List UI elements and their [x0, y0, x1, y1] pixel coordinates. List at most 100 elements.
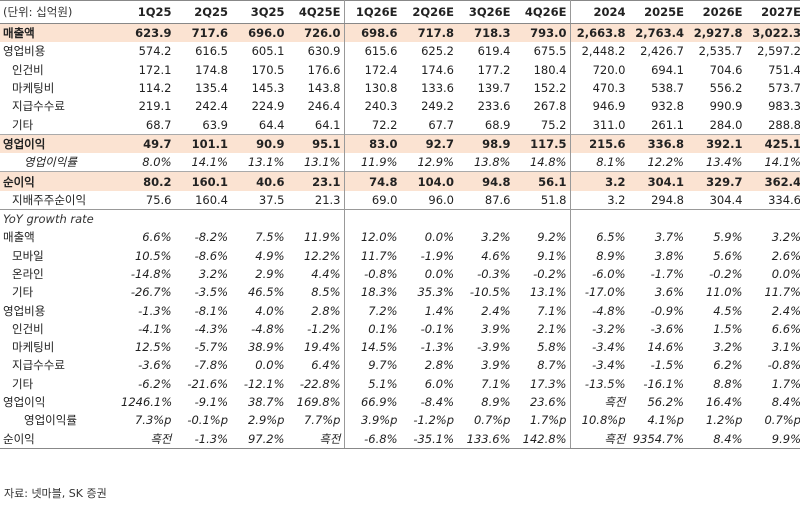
cell-value: -0.1% [420, 321, 454, 336]
cell-value: 8.9% [481, 395, 511, 410]
cell-value: 2,426.7 [640, 44, 684, 59]
table-row: 마케팅비 12.5% -5.7% 38.9% 19.4% 14.5% -1.3% -3.9% 5… [0, 338, 800, 357]
cell-value: 10.8%p [581, 413, 626, 428]
table-row: YoY growth rate [0, 208, 800, 229]
cell-value: 5.9% [713, 230, 743, 245]
cell-value: 6.2% [713, 358, 743, 373]
cell-value: 304.1 [628, 171, 687, 191]
cell-value: 64.4 [258, 117, 285, 132]
cell-value: 7.3%p [134, 413, 172, 428]
cell-value: 흑전 [287, 429, 345, 449]
cell-value: 990.9 [709, 99, 743, 114]
table-row: 기타 68.7 63.9 64.4 64.1 72.2 67.7 68.9 75.2 311.0 2… [0, 115, 800, 135]
column-header: 3Q26E [457, 0, 514, 24]
cell-value: 5.8% [513, 338, 571, 357]
cell-value: 12.2% [647, 155, 684, 170]
cell-value: 2.6% [771, 248, 800, 263]
cell-value: 40.6 [231, 171, 288, 191]
cell-value: 38.9% [247, 340, 285, 355]
cell-value: 11.9% [287, 228, 345, 247]
cell-value: 615.6 [364, 44, 398, 59]
cell-value: 37.5 [258, 192, 285, 207]
cell-value: -0.8% [364, 267, 398, 281]
cell-value: 64.1 [287, 115, 345, 135]
cell-value: -16.1% [643, 376, 684, 391]
cell-value: 11.0% [705, 285, 743, 300]
cell-value: 7.5% [255, 230, 285, 245]
cell-value: -3.6% [138, 358, 172, 373]
cell-value: 630.9 [287, 42, 345, 61]
cell-value: 240.3 [364, 99, 398, 114]
cell-value: 180.4 [513, 60, 571, 79]
cell-value: 470.3 [592, 81, 626, 96]
cell-value: 219.1 [138, 99, 172, 114]
cell-value: -6.0% [592, 267, 626, 281]
cell-value [287, 208, 345, 229]
cell-value: 2,663.8 [570, 23, 629, 43]
row-label: 영업이익 [0, 133, 118, 154]
cell-value: 13.8% [473, 155, 511, 170]
cell-value: -3.2% [592, 321, 626, 336]
cell-value: -4.8% [592, 303, 626, 318]
cell-value: 10.5% [134, 248, 172, 263]
cell-value: 133.6% [457, 429, 514, 449]
cell-value: -3.4% [592, 340, 626, 355]
cell-value: 284.0 [709, 117, 743, 132]
cell-value: 9.2% [513, 228, 571, 247]
column-header: 4Q25E [287, 0, 345, 24]
cell-value: -0.2% [513, 264, 571, 284]
cell-value: 288.8 [768, 117, 800, 132]
cell-value: -1.2%p [413, 413, 454, 428]
cell-value: 304.4 [709, 192, 743, 207]
cell-value [118, 208, 175, 229]
cell-value [628, 208, 687, 229]
cell-value: -35.1% [400, 429, 457, 449]
cell-value: 4.1%p [647, 413, 684, 428]
table-row: 영업이익률 8.0% 14.1% 13.1% 13.1% 11.9% 12.9% 13.8% 1… [0, 153, 800, 172]
cell-value: 718.3 [457, 23, 514, 43]
cell-value: 97.2% [231, 429, 288, 449]
cell-value: -17.0% [584, 285, 626, 300]
cell-value: 69.0 [371, 192, 398, 207]
row-label: 순이익 [0, 171, 118, 191]
cell-value: 6.6% [771, 321, 800, 336]
cell-value: 흑전 [570, 429, 629, 449]
cell-value: 172.4 [364, 62, 398, 77]
cell-value: 104.0 [400, 171, 457, 191]
cell-value: 8.8% [713, 376, 743, 391]
cell-value: 75.2 [513, 115, 571, 135]
table-row: 매출액 6.6% -8.2% 7.5% 11.9% 12.0% 0.0% 3.2% 9.2% 6.… [0, 228, 800, 247]
cell-value: 2,535.7 [698, 44, 743, 59]
cell-value: 95.1 [287, 133, 345, 154]
cell-value: 1.2%p [705, 413, 743, 428]
cell-value: 619.4 [477, 44, 511, 59]
cell-value: -1.3% [174, 429, 231, 449]
cell-value [231, 208, 288, 229]
cell-value: 94.8 [457, 171, 514, 191]
cell-value: 623.9 [118, 23, 175, 43]
cell-value: 616.5 [195, 44, 228, 59]
table-body: 매출액 623.9 717.6 696.0 726.0 698.6 717.8 718.3 79… [0, 23, 800, 449]
table-row: 온라인 -14.8% 3.2% 2.9% 4.4% -0.8% 0.0% -0.3% -0.2%… [0, 264, 800, 284]
table-row: 영업이익 49.7 101.1 90.9 95.1 83.0 92.7 98.9 117.5 21… [0, 133, 800, 154]
cell-value: 23.1 [287, 171, 345, 191]
cell-value: 336.8 [628, 133, 687, 154]
cell-value: -4.8% [251, 321, 285, 336]
column-header: 1Q26E [344, 0, 401, 24]
cell-value: 5.6% [713, 248, 743, 263]
cell-value: 174.6 [421, 62, 454, 77]
cell-value: 12.9% [417, 155, 454, 170]
column-header: 2027E [745, 0, 800, 24]
cell-value: 172.1 [138, 62, 172, 77]
table-row: 지급수수료 -3.6% -7.8% 0.0% 6.4% 9.7% 2.8% 3.9% 8.7% -… [0, 356, 800, 375]
cell-value: -1.7% [650, 267, 684, 281]
cell-value: -0.1%p [187, 413, 228, 428]
row-label: 지급수수료 [12, 99, 65, 114]
row-label: 지배주주순이익 [12, 192, 87, 207]
cell-value: -0.8% [767, 358, 800, 373]
cell-value: 13.4% [705, 155, 743, 170]
cell-value: 698.6 [344, 23, 401, 43]
cell-value: 152.2 [513, 78, 571, 98]
cell-value: 46.5% [247, 285, 285, 300]
